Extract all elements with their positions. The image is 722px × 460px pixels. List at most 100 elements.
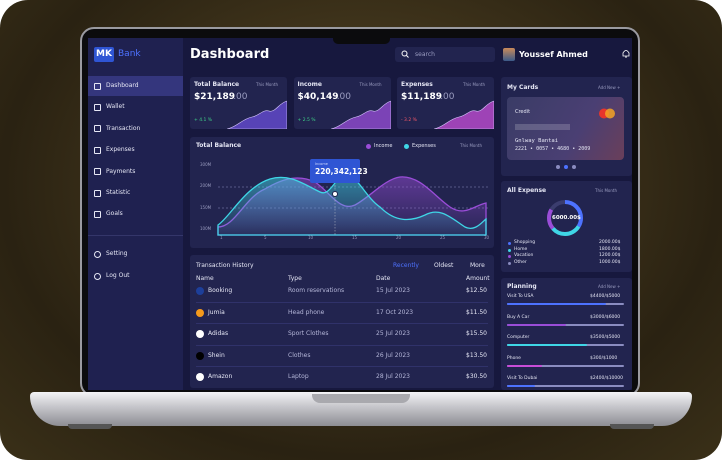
- card-label: Total Balance: [194, 81, 240, 88]
- menu-icon: [94, 250, 101, 258]
- bell-icon[interactable]: [622, 49, 630, 58]
- progress-fill: [507, 323, 566, 326]
- expense-name: Home: [514, 246, 528, 252]
- brand-icon: [196, 330, 204, 338]
- chart-period[interactable]: This Month: [460, 143, 482, 148]
- plan-amount: $3500/$5000: [590, 335, 621, 340]
- progress-track: [507, 385, 624, 387]
- menu-icon: [94, 189, 101, 197]
- plan-name: Visit To Dubai: [507, 376, 538, 381]
- tab[interactable]: More: [470, 262, 485, 269]
- tx-type: Laptop: [288, 373, 309, 380]
- y-axis-label: 300M: [200, 162, 212, 167]
- user-name[interactable]: Youssef Ahmed: [519, 50, 588, 59]
- menu-item[interactable]: Statistic: [106, 189, 131, 196]
- tx-name: Jumia: [208, 308, 225, 316]
- sidebar: [88, 38, 183, 390]
- y-axis-label: 200M: [200, 183, 212, 189]
- card-number: 2221 • 0057 • 4680 • 2009: [515, 146, 591, 152]
- card-value: $40,149: [297, 92, 339, 102]
- row-divider: [196, 344, 488, 346]
- menu-item[interactable]: Dashboard: [106, 82, 139, 89]
- credit-card[interactable]: [507, 97, 624, 160]
- x-axis-label: 15: [352, 235, 358, 240]
- tab[interactable]: Recently: [393, 262, 419, 269]
- all-expense-panel: [501, 181, 632, 272]
- plan-amount: $2400/$10000: [590, 376, 624, 381]
- card-period[interactable]: This Month: [359, 82, 382, 87]
- menu-item[interactable]: Transaction: [106, 124, 141, 132]
- tx-date: 28 Jul 2023: [376, 373, 410, 380]
- avatar[interactable]: [503, 48, 515, 61]
- x-axis-label: 1: [220, 235, 223, 240]
- progress-fill: [507, 303, 607, 305]
- tx-date: 26 Jul 2023: [376, 351, 410, 359]
- tx-date: 17 Oct 2023: [376, 308, 414, 316]
- tx-type: Room reservations: [288, 287, 345, 294]
- brand-icon: [196, 308, 204, 317]
- menu-icon: [94, 125, 101, 133]
- panel-action[interactable]: Add New +: [598, 284, 621, 289]
- card-stripe: [515, 124, 570, 130]
- plan-name: Computer: [507, 335, 530, 340]
- brand-icon: [196, 351, 204, 360]
- row-divider: [196, 323, 488, 324]
- tooltip-label: Income: [315, 162, 328, 166]
- expense-amount: 1000.00$: [599, 259, 621, 265]
- plan-amount: $4400/$5000: [590, 294, 621, 299]
- expense-name: Vacation: [514, 253, 534, 258]
- tx-amount: $13.50: [466, 351, 487, 359]
- menu-active-bg: [88, 76, 183, 96]
- planning-panel: [501, 278, 632, 390]
- menu-item[interactable]: Setting: [106, 250, 128, 257]
- menu-icon: [94, 103, 101, 111]
- base-notch: [312, 394, 410, 403]
- legend-dot: [508, 242, 511, 245]
- brand-icon: [196, 373, 204, 381]
- menu-icon: [94, 210, 101, 218]
- menu-item[interactable]: Wallet: [106, 103, 125, 111]
- card-period[interactable]: This Month: [256, 82, 278, 87]
- tx-type: Clothes: [288, 351, 311, 359]
- tx-date: 15 Jul 2023: [376, 287, 410, 294]
- plan-name: Visit To USA: [507, 294, 534, 299]
- brand-icon: [196, 287, 204, 295]
- x-axis-label: 10: [308, 235, 314, 240]
- search-placeholder: search: [415, 51, 435, 58]
- x-axis-label: 25: [440, 235, 446, 240]
- card-cents: .00: [336, 92, 352, 102]
- menu-item[interactable]: Log Out: [106, 272, 130, 279]
- sparkline-area: [434, 100, 494, 129]
- panel-action[interactable]: Add New +: [598, 85, 621, 90]
- card-cents: .00: [233, 92, 248, 102]
- tab[interactable]: Oldest: [434, 262, 454, 269]
- expense-amount: 1800.00$: [599, 246, 621, 252]
- search-box[interactable]: [395, 47, 495, 62]
- legend-dot: [366, 144, 371, 149]
- menu-item[interactable]: Goals: [106, 210, 123, 218]
- expense-name: Shopping: [514, 240, 536, 245]
- card-value: $11,189: [401, 92, 442, 102]
- panel-period[interactable]: This Month: [595, 188, 617, 193]
- logo-mark: MK: [96, 49, 112, 59]
- column-header: Name: [196, 275, 214, 282]
- legend-label: Expenses: [412, 143, 436, 149]
- tooltip-value: 220,342,123: [315, 167, 368, 176]
- panel-title: My Cards: [507, 84, 539, 91]
- tx-name: Booking: [208, 287, 233, 294]
- laptop-foot: [610, 424, 654, 429]
- tx-type: Head phone: [288, 308, 325, 316]
- x-axis-label: 5: [264, 235, 267, 240]
- panel-title: Transaction History: [196, 262, 254, 269]
- sparkline-area: [227, 100, 287, 129]
- plan-amount: $300/$1000: [590, 355, 618, 361]
- menu-item[interactable]: Payments: [106, 167, 136, 175]
- progress-track: [507, 364, 624, 367]
- tx-amount: $12.50: [466, 287, 487, 294]
- menu-item[interactable]: Expenses: [106, 146, 135, 154]
- card-period[interactable]: This Month: [463, 82, 485, 87]
- y-axis-label: 100M: [200, 225, 212, 231]
- card-type: Credit: [515, 109, 531, 115]
- progress-track: [507, 323, 624, 326]
- tx-amount: $15.50: [466, 330, 487, 337]
